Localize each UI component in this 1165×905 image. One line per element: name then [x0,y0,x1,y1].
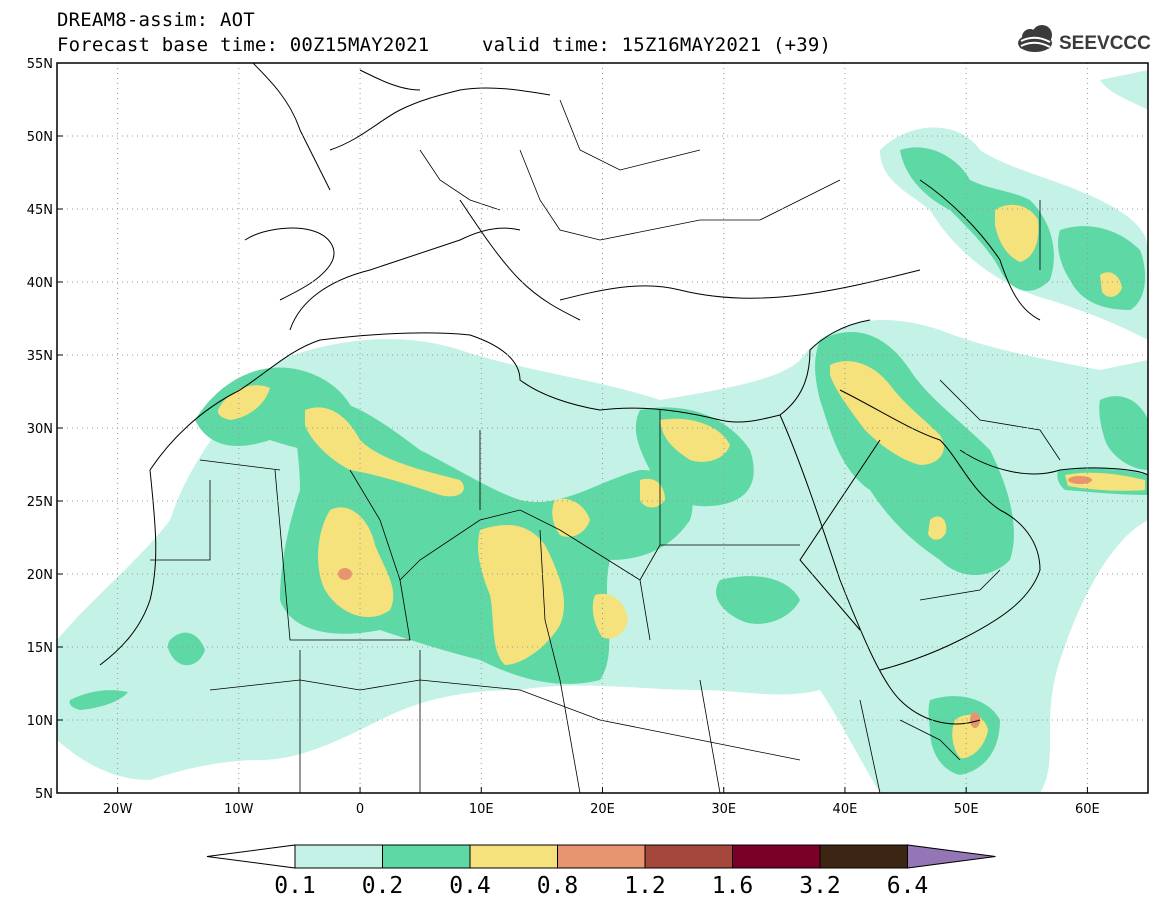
colorbar-swatch [557,844,646,869]
coastlines-borders [99,63,1148,725]
colorbar-level-label: 0.1 [274,873,316,899]
colorbar-swatch [382,844,471,869]
y-tick-label: 35N [27,349,53,364]
colorbar-swatch [469,844,558,869]
x-axis: 20W 10W 0 10E 20E 30E 40E 50E 60E [103,787,1100,817]
colorbar-level-label: 6.4 [887,873,929,899]
forecast-base-time: Forecast base time: 00Z15MAY2021 [57,34,430,56]
colorbar-swatch [819,844,908,869]
x-tick-label: 40E [833,802,858,817]
colorbar-level-label: 1.2 [624,873,666,899]
y-tick-label: 45N [27,203,53,218]
colorbar-over-triangle [907,844,996,869]
y-tick-label: 25N [27,495,53,510]
colorbar-swatch [294,844,383,869]
x-tick-label: 60E [1075,802,1100,817]
colorbar-under-triangle [206,844,296,869]
x-tick-label: 20W [103,802,133,817]
graticule [57,62,1148,794]
y-tick-label: 30N [27,422,53,437]
logo-text: SEEVCCC [1059,33,1151,54]
y-tick-label: 40N [27,276,53,291]
x-tick-label: 10E [469,802,494,817]
colorbar-level-label: 0.8 [537,873,579,899]
x-tick-label: 10W [224,802,254,817]
map-title: DREAM8-assim: AOT [57,9,255,31]
y-tick-label: 5N [35,787,53,802]
x-tick-label: 20E [590,802,615,817]
colorbar-swatch [732,844,821,869]
y-axis: 55N 50N 45N 40N 35N 30N 25N 20N 15N 10N 5N [27,57,63,802]
aot-band-0.4 [217,204,1145,759]
aot-band-0.8 [338,476,1092,728]
colorbar-level-label: 0.2 [362,873,404,899]
colorbar-level-label: 1.6 [712,873,754,899]
seevccc-logo: SEEVCCC [1018,25,1151,54]
country-borders [150,99,1061,793]
y-tick-label: 20N [27,568,53,583]
x-tick-label: 50E [954,802,979,817]
y-tick-label: 15N [27,641,53,656]
colorbar-level-label: 0.4 [449,873,491,899]
x-tick-label: 0 [356,802,364,817]
x-tick-label: 30E [711,802,736,817]
colorbar-level-label: 3.2 [799,873,841,899]
valid-time: valid time: 15Z16MAY2021 (+39) [482,34,832,56]
y-tick-label: 50N [27,130,53,145]
y-tick-label: 10N [27,714,53,729]
colorbar-swatch [644,844,733,869]
y-tick-label: 55N [27,57,53,72]
